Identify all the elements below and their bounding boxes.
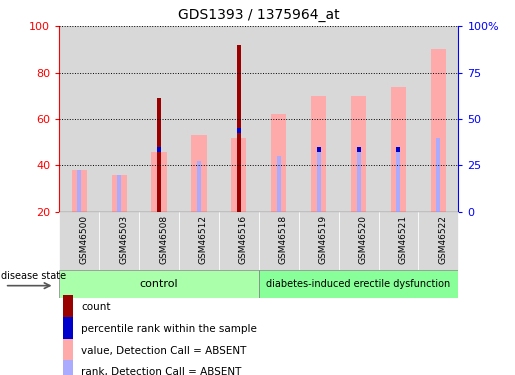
Text: GSM46522: GSM46522 (438, 215, 448, 264)
Bar (418, 26, 458, 212)
Bar (139, 26, 179, 212)
Bar (356, 147, 360, 152)
Bar (219, 26, 259, 212)
Bar (299, 26, 339, 212)
Bar (259, 212, 299, 270)
Bar (299, 212, 339, 270)
Bar (418, 212, 458, 270)
Text: GSM46512: GSM46512 (199, 215, 208, 264)
Bar (59, 270, 259, 298)
Bar (77, 170, 81, 212)
Text: rank, Detection Call = ABSENT: rank, Detection Call = ABSENT (81, 367, 242, 375)
Text: GSM46516: GSM46516 (239, 215, 248, 264)
Text: GSM46500: GSM46500 (79, 215, 88, 264)
Bar (436, 138, 440, 212)
Bar (379, 212, 418, 270)
Bar (139, 212, 179, 270)
Text: GSM46518: GSM46518 (279, 215, 288, 264)
Bar (63, 339, 73, 363)
Bar (231, 138, 246, 212)
Bar (63, 317, 73, 341)
Bar (277, 156, 281, 212)
Bar (157, 98, 161, 212)
Text: GSM46503: GSM46503 (119, 215, 128, 264)
Bar (259, 270, 458, 298)
Bar (356, 147, 360, 212)
Bar (317, 152, 321, 212)
Text: disease state: disease state (1, 272, 66, 281)
Bar (311, 96, 326, 212)
Bar (219, 212, 259, 270)
Bar (99, 212, 139, 270)
Text: GSM46520: GSM46520 (358, 215, 368, 264)
Bar (339, 212, 379, 270)
Text: percentile rank within the sample: percentile rank within the sample (81, 324, 257, 334)
Bar (317, 147, 321, 152)
Bar (179, 212, 219, 270)
Bar (259, 26, 299, 212)
Bar (237, 128, 241, 133)
Text: control: control (140, 279, 178, 289)
Bar (397, 147, 401, 152)
Bar (157, 152, 161, 212)
Text: GSM46519: GSM46519 (319, 215, 328, 264)
Bar (72, 170, 87, 212)
Bar (59, 26, 99, 212)
Bar (271, 114, 286, 212)
Bar (63, 296, 73, 320)
Bar (157, 147, 161, 152)
Bar (379, 26, 418, 212)
Bar (351, 96, 366, 212)
Bar (151, 152, 166, 212)
Bar (179, 26, 219, 212)
Bar (192, 135, 207, 212)
Bar (63, 360, 73, 375)
Bar (112, 175, 127, 212)
Bar (391, 87, 406, 212)
Bar (397, 149, 401, 212)
Bar (59, 212, 99, 270)
Text: GSM46508: GSM46508 (159, 215, 168, 264)
Bar (117, 175, 121, 212)
Bar (339, 26, 379, 212)
Text: value, Detection Call = ABSENT: value, Detection Call = ABSENT (81, 346, 247, 355)
Bar (431, 50, 446, 212)
Bar (197, 161, 201, 212)
Title: GDS1393 / 1375964_at: GDS1393 / 1375964_at (178, 9, 339, 22)
Text: count: count (81, 303, 111, 312)
Text: GSM46521: GSM46521 (399, 215, 407, 264)
Text: diabetes-induced erectile dysfunction: diabetes-induced erectile dysfunction (266, 279, 451, 289)
Bar (237, 138, 241, 212)
Bar (237, 45, 241, 212)
Bar (99, 26, 139, 212)
